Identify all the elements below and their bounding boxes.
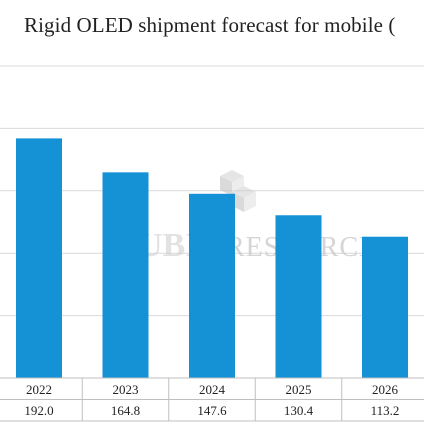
category-label: 2026 bbox=[372, 382, 399, 397]
watermark: UBI RESEARCH bbox=[138, 170, 379, 264]
category-label: 2023 bbox=[113, 382, 139, 397]
bar-2026 bbox=[362, 236, 408, 378]
category-label: 2024 bbox=[199, 382, 226, 397]
category-label: 2025 bbox=[286, 382, 312, 397]
chart-title: Rigid OLED shipment forecast for mobile … bbox=[24, 13, 396, 37]
bars bbox=[16, 138, 408, 378]
category-label: 2022 bbox=[26, 382, 52, 397]
data-table: 2022 192.0 2023 164.8 2024 147.6 2025 130.4 2026… bbox=[0, 377, 424, 422]
bar-2025 bbox=[275, 215, 322, 378]
value-label: 147.6 bbox=[197, 403, 227, 418]
bar-2023 bbox=[102, 172, 149, 378]
bar-2022 bbox=[16, 138, 62, 378]
bar-2024 bbox=[189, 193, 235, 378]
value-label: 130.4 bbox=[284, 403, 314, 418]
value-label: 164.8 bbox=[111, 403, 140, 418]
value-label: 192.0 bbox=[24, 403, 53, 418]
watermark-logo-icon bbox=[220, 170, 256, 212]
value-label: 113.2 bbox=[371, 403, 400, 418]
